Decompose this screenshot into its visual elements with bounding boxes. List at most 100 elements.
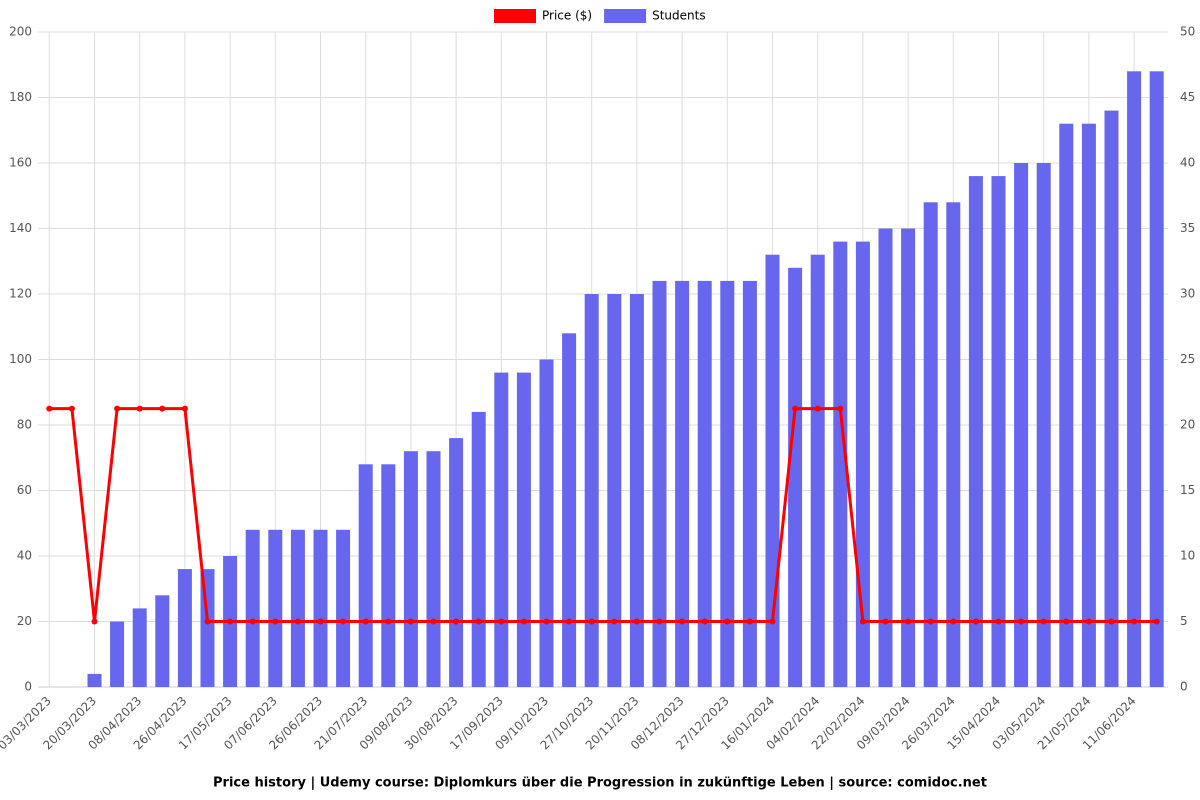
- point: [91, 618, 98, 625]
- point: [814, 405, 821, 412]
- bar: [471, 411, 486, 687]
- y-tick-label: 180: [9, 90, 32, 104]
- y-tick-label: 60: [17, 483, 32, 497]
- bar: [516, 372, 531, 687]
- point: [927, 618, 934, 625]
- y2-tick-label: 0: [1180, 680, 1188, 694]
- bar: [720, 280, 735, 687]
- point: [1108, 618, 1115, 625]
- bar: [132, 608, 147, 687]
- y-tick-label: 200: [9, 25, 32, 39]
- bar: [1081, 123, 1096, 687]
- point: [181, 405, 188, 412]
- bar: [584, 294, 599, 687]
- bar: [675, 280, 690, 687]
- y2-tick-label: 5: [1180, 614, 1188, 628]
- bar: [923, 202, 938, 688]
- point: [227, 618, 234, 625]
- point: [1018, 618, 1025, 625]
- bar: [381, 464, 396, 687]
- line: [49, 407, 1157, 623]
- point: [498, 618, 505, 625]
- bar: [1127, 71, 1142, 688]
- bar: [110, 621, 125, 687]
- point: [249, 618, 256, 625]
- point: [1085, 618, 1092, 625]
- bar: [268, 529, 283, 687]
- point: [204, 618, 211, 625]
- bar: [358, 464, 373, 687]
- point: [294, 618, 301, 625]
- y2-tick-label: 10: [1180, 549, 1195, 563]
- y2-tick-label: 15: [1180, 483, 1195, 497]
- point: [656, 618, 663, 625]
- point: [430, 618, 437, 625]
- bar: [991, 176, 1006, 687]
- bar: [403, 451, 418, 687]
- y2-tick-label: 30: [1180, 287, 1195, 301]
- bar: [426, 451, 441, 687]
- bar: [177, 569, 192, 687]
- bar: [87, 673, 102, 687]
- point: [972, 618, 979, 625]
- point: [362, 618, 369, 625]
- point: [520, 618, 527, 625]
- point: [882, 618, 889, 625]
- point: [407, 618, 414, 625]
- point: [792, 405, 799, 412]
- y-tick-label: 20: [17, 614, 32, 628]
- y-tick-label: 80: [17, 418, 32, 432]
- bar: [494, 372, 509, 687]
- y2-tick-label: 45: [1180, 90, 1195, 104]
- bar: [562, 333, 577, 687]
- point: [566, 618, 573, 625]
- point: [1153, 618, 1160, 625]
- y-tick-label: 0: [24, 680, 32, 694]
- bar: [1059, 123, 1074, 687]
- legend-label: Price ($): [542, 9, 592, 23]
- bar: [697, 280, 712, 687]
- point: [1063, 618, 1070, 625]
- bar: [652, 280, 667, 687]
- bar: [968, 176, 983, 687]
- point: [136, 405, 143, 412]
- point: [769, 618, 776, 625]
- bar: [742, 280, 757, 687]
- bar: [629, 294, 644, 687]
- point: [1040, 618, 1047, 625]
- bar: [788, 267, 803, 687]
- point: [68, 405, 75, 412]
- bar: [1104, 110, 1119, 688]
- y2-tick-label: 25: [1180, 352, 1195, 366]
- point: [950, 618, 957, 625]
- y-tick-label: 120: [9, 287, 32, 301]
- legend-swatch: [604, 9, 647, 23]
- y-tick-label: 40: [17, 549, 32, 563]
- bar: [155, 595, 170, 687]
- y2-tick-label: 40: [1180, 156, 1195, 170]
- point: [701, 618, 708, 625]
- point: [837, 405, 844, 412]
- bar: [878, 228, 893, 687]
- bar: [336, 529, 351, 687]
- bar: [946, 202, 961, 688]
- y-tick-label: 140: [9, 221, 32, 235]
- point: [611, 618, 618, 625]
- point: [543, 618, 550, 625]
- bar: [1036, 163, 1051, 687]
- point: [633, 618, 640, 625]
- point: [995, 618, 1002, 625]
- point: [385, 618, 392, 625]
- point: [679, 618, 686, 625]
- point: [905, 618, 912, 625]
- y2-tick-label: 50: [1180, 25, 1195, 39]
- bar: [607, 294, 622, 687]
- bar: [313, 529, 328, 687]
- point: [340, 618, 347, 625]
- legend-swatch: [494, 9, 536, 23]
- point: [588, 618, 595, 625]
- bar: [539, 359, 554, 687]
- point: [453, 618, 460, 625]
- point: [859, 618, 866, 625]
- y2-tick-label: 20: [1180, 418, 1195, 432]
